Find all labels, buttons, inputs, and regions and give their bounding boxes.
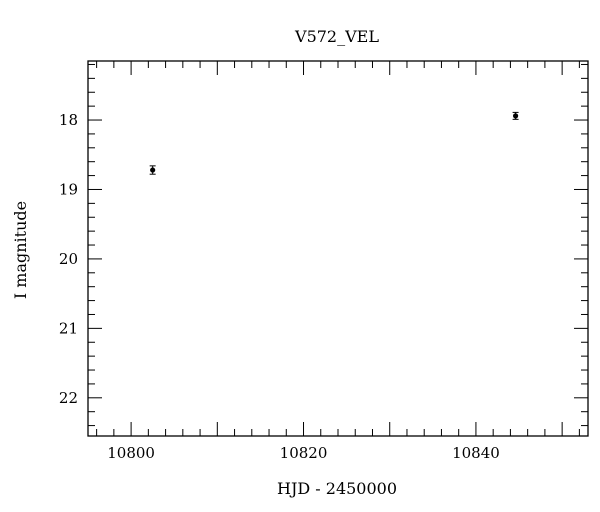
data-point [150, 167, 156, 173]
y-tick-label: 21 [59, 319, 78, 337]
data-point [512, 113, 519, 119]
plot-frame [87, 60, 589, 437]
data-points [149, 111, 519, 175]
y-tick-labels: 18 19 20 21 22 [59, 111, 78, 407]
x-tick-label: 10800 [107, 444, 155, 462]
x-tick-label: 10820 [280, 444, 328, 462]
chart-title: V572_VEL [294, 27, 379, 46]
x-tick-label: 10840 [452, 444, 500, 462]
y-tick-label: 18 [59, 111, 78, 129]
y-tick-label: 19 [59, 180, 78, 198]
x-axis-label: HJD - 2450000 [277, 479, 397, 498]
x-tick-labels: 10800 10820 10840 [107, 444, 500, 462]
y-tick-label: 20 [59, 250, 78, 268]
y-tick-label: 22 [59, 389, 78, 407]
axis-ticks [88, 61, 588, 436]
y-axis-label: I magnitude [11, 201, 30, 299]
